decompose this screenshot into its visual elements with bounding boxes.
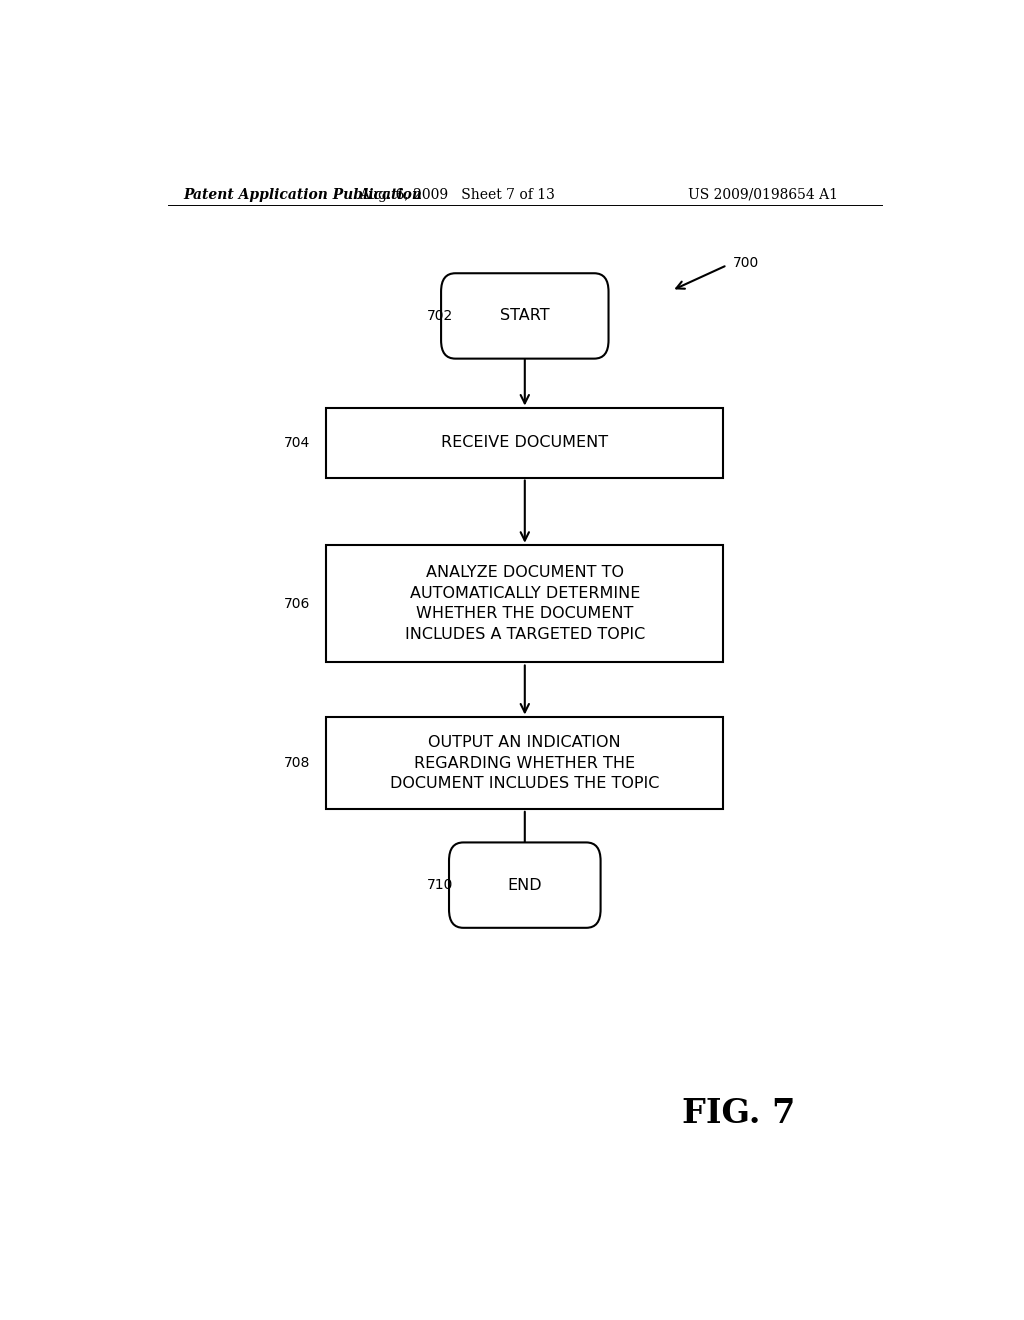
- Text: 708: 708: [284, 756, 310, 770]
- Text: Patent Application Publication: Patent Application Publication: [183, 187, 423, 202]
- Text: 700: 700: [733, 256, 759, 271]
- Text: END: END: [508, 878, 542, 892]
- Text: 710: 710: [427, 878, 454, 892]
- Text: OUTPUT AN INDICATION
REGARDING WHETHER THE
DOCUMENT INCLUDES THE TOPIC: OUTPUT AN INDICATION REGARDING WHETHER T…: [390, 735, 659, 791]
- FancyBboxPatch shape: [327, 718, 723, 809]
- Text: RECEIVE DOCUMENT: RECEIVE DOCUMENT: [441, 436, 608, 450]
- Text: FIG. 7: FIG. 7: [682, 1097, 796, 1130]
- FancyBboxPatch shape: [327, 408, 723, 478]
- Text: ANALYZE DOCUMENT TO
AUTOMATICALLY DETERMINE
WHETHER THE DOCUMENT
INCLUDES A TARG: ANALYZE DOCUMENT TO AUTOMATICALLY DETERM…: [404, 565, 645, 642]
- Text: 702: 702: [427, 309, 454, 323]
- Text: US 2009/0198654 A1: US 2009/0198654 A1: [688, 187, 838, 202]
- Text: 704: 704: [285, 436, 310, 450]
- Text: 706: 706: [284, 597, 310, 611]
- Text: Aug. 6, 2009   Sheet 7 of 13: Aug. 6, 2009 Sheet 7 of 13: [359, 187, 555, 202]
- FancyBboxPatch shape: [441, 273, 608, 359]
- FancyBboxPatch shape: [327, 545, 723, 663]
- FancyBboxPatch shape: [449, 842, 601, 928]
- Text: START: START: [500, 309, 550, 323]
